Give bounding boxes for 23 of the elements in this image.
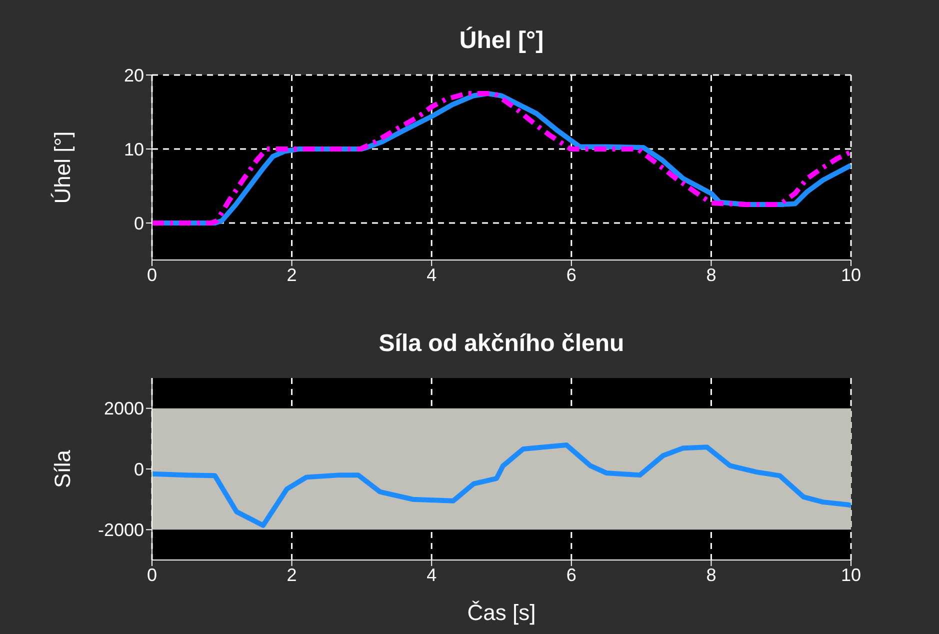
y-tick-label: 2000 — [104, 398, 144, 419]
y-tick-label: 20 — [124, 65, 144, 86]
x-tick-label: 8 — [706, 264, 716, 285]
x-axis-title: Čas [s] — [467, 600, 536, 625]
chart-title: Síla od akčního členu — [378, 330, 626, 358]
x-tick-label: 10 — [840, 264, 862, 285]
x-tick-label: 10 — [840, 564, 862, 585]
x-tick-label: 0 — [146, 264, 158, 285]
y-tick-label: -2000 — [98, 520, 144, 540]
y-axis-title: Úhel [°] — [50, 131, 75, 204]
chart-title: Úhel [°] — [458, 27, 545, 55]
y-axis-title: Síla — [50, 449, 75, 488]
y-tick-label: 0 — [134, 459, 144, 480]
x-tick-label: 6 — [566, 564, 576, 585]
x-tick-label: 0 — [146, 564, 158, 585]
x-tick-label: 4 — [426, 264, 437, 285]
x-tick-label: 6 — [566, 264, 576, 285]
y-tick-label: 0 — [134, 213, 144, 234]
y-tick-label: 10 — [124, 139, 144, 160]
x-tick-label: 4 — [426, 564, 437, 585]
x-tick-label: 2 — [286, 264, 297, 285]
x-tick-label: 2 — [286, 564, 297, 585]
x-tick-label: 8 — [706, 564, 716, 585]
